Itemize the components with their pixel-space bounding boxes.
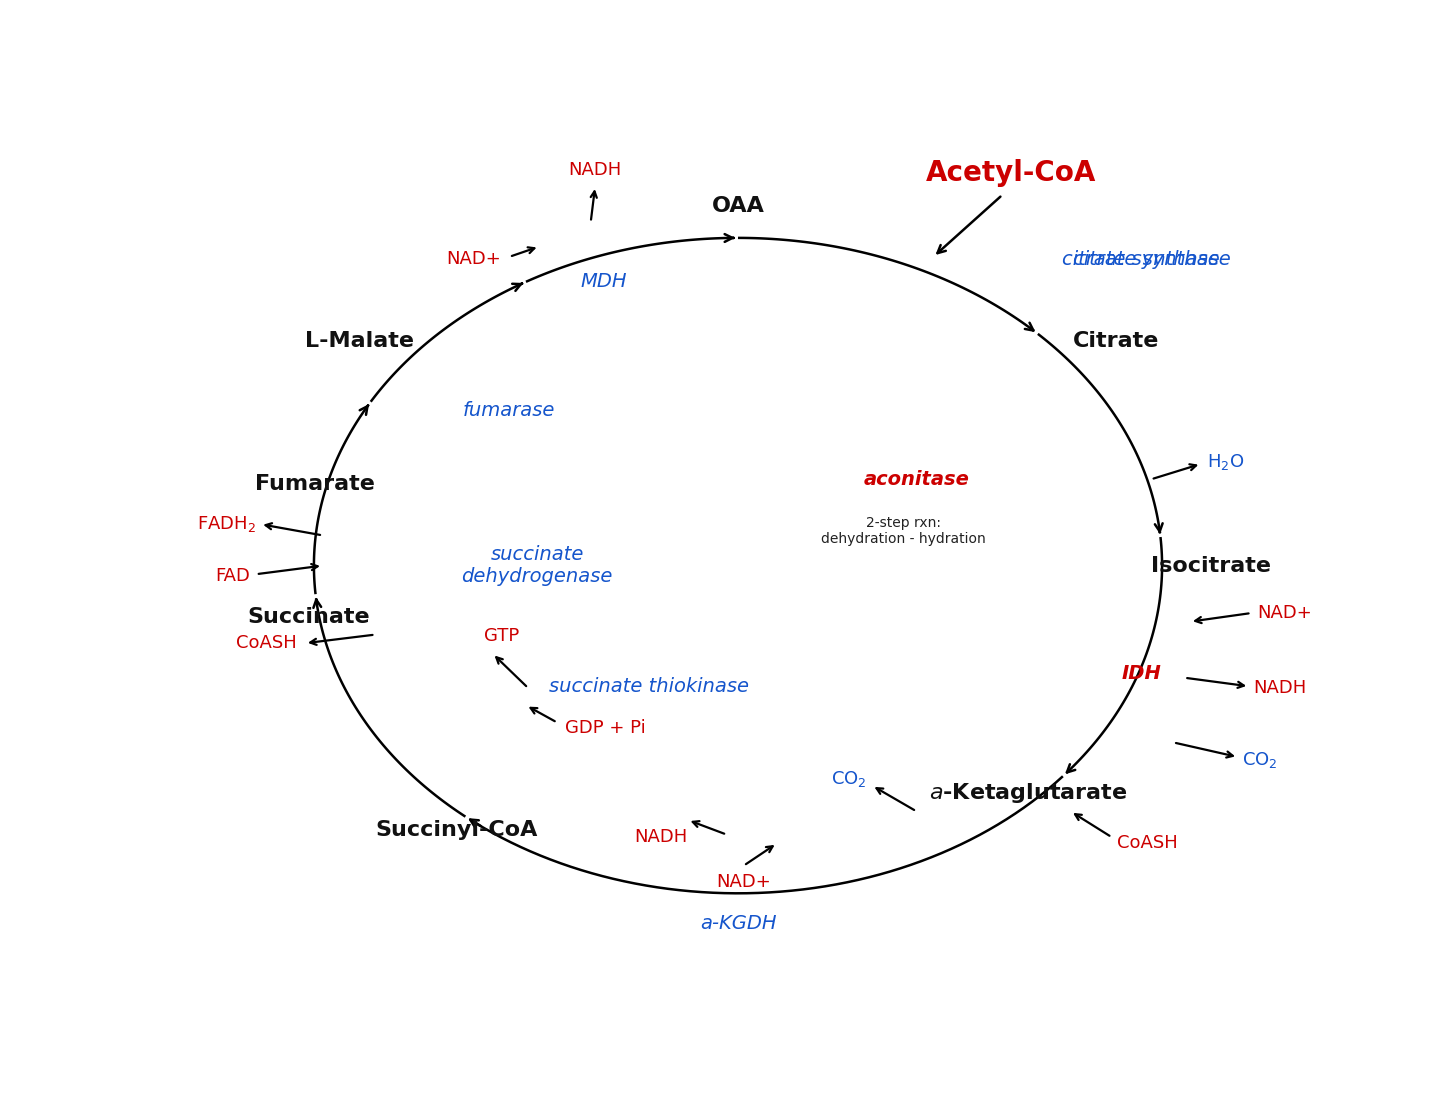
Text: FAD: FAD <box>216 567 251 585</box>
Text: CO$_2$: CO$_2$ <box>1243 749 1279 769</box>
Text: L-Malate: L-Malate <box>305 332 415 352</box>
Text: NAD+: NAD+ <box>446 251 501 269</box>
Text: GDP + Pi: GDP + Pi <box>564 719 645 737</box>
Text: MDH: MDH <box>580 271 628 290</box>
Text: CoASH: CoASH <box>1117 834 1178 852</box>
Text: succinate
dehydrogenase: succinate dehydrogenase <box>461 545 613 586</box>
Text: Citrate: Citrate <box>1073 332 1159 352</box>
Text: FADH$_2$: FADH$_2$ <box>197 514 256 534</box>
Text: Succinyl-CoA: Succinyl-CoA <box>376 820 539 840</box>
Text: CoASH: CoASH <box>236 634 297 652</box>
Text: citrate synthase: citrate synthase <box>1061 250 1220 269</box>
Text: succinate thiokinase: succinate thiokinase <box>549 676 749 696</box>
Text: 2-step rxn:
dehydration - hydration: 2-step rxn: dehydration - hydration <box>821 516 985 547</box>
Text: Isocitrate: Isocitrate <box>1151 556 1272 576</box>
Text: NADH: NADH <box>635 829 688 847</box>
Text: OAA: OAA <box>711 196 765 216</box>
Text: Fumarate: Fumarate <box>255 474 376 494</box>
Text: Acetyl-CoA: Acetyl-CoA <box>926 159 1097 187</box>
Text: IDH: IDH <box>1122 664 1162 683</box>
Text: NAD+: NAD+ <box>716 874 770 892</box>
Text: NADH: NADH <box>569 161 622 179</box>
Text: NADH: NADH <box>1254 679 1308 697</box>
Text: citrate synthase: citrate synthase <box>1073 250 1231 269</box>
Text: a-KGDH: a-KGDH <box>700 914 776 933</box>
Text: CO$_2$: CO$_2$ <box>831 769 867 790</box>
Text: $\it{a}$-Ketaglutarate: $\it{a}$-Ketaglutarate <box>929 782 1128 805</box>
Text: Succinate: Succinate <box>248 607 370 627</box>
Text: aconitase: aconitase <box>864 470 969 488</box>
Text: H$_2$O: H$_2$O <box>1207 452 1244 473</box>
Text: fumarase: fumarase <box>464 401 556 420</box>
Text: NAD+: NAD+ <box>1257 604 1312 622</box>
Text: GTP: GTP <box>484 627 518 645</box>
